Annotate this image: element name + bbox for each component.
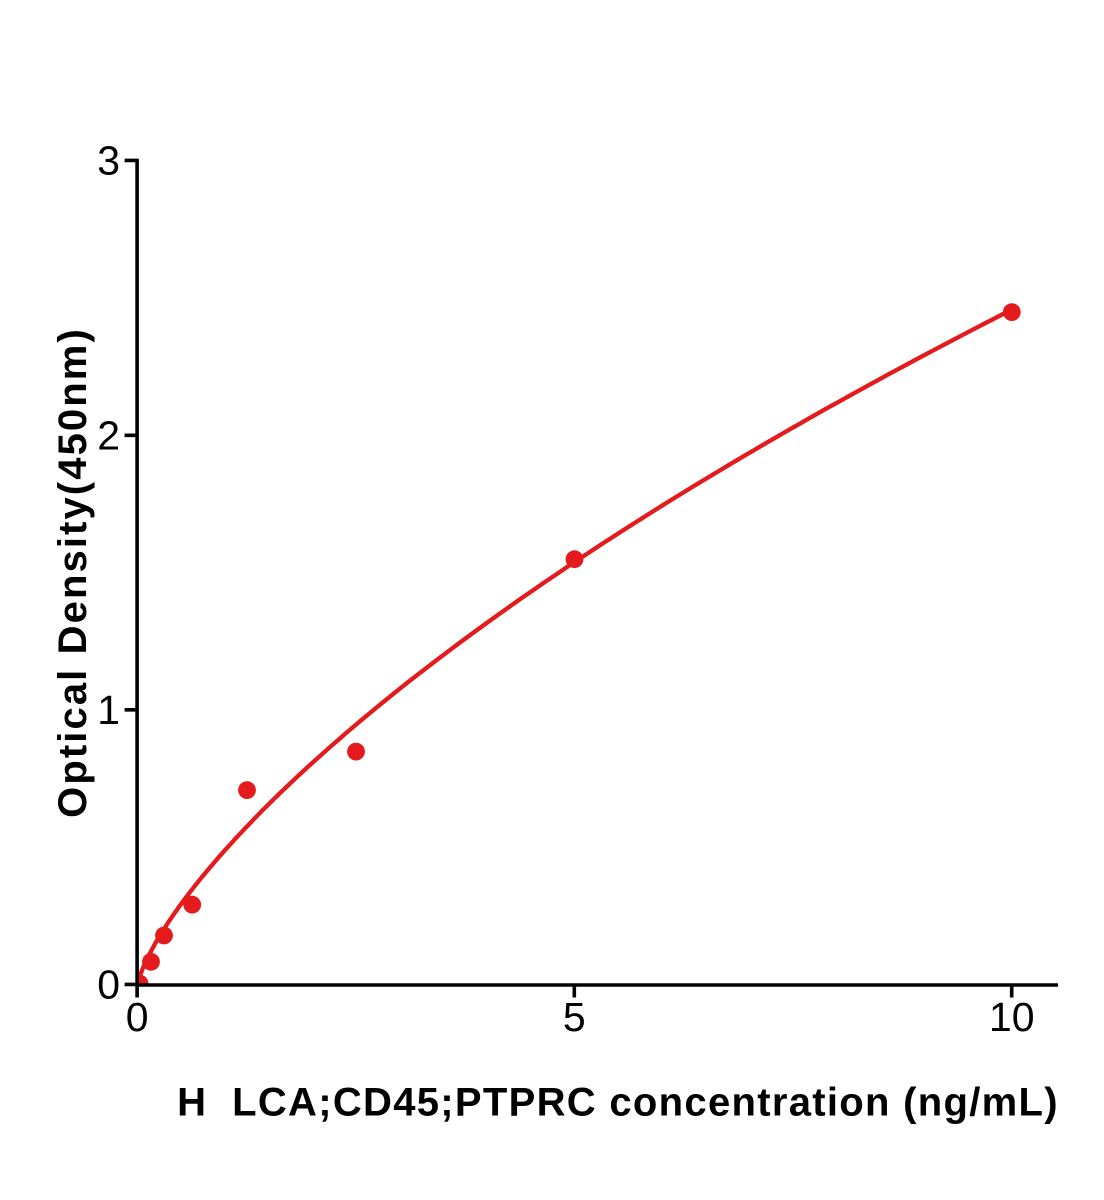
svg-text:10: 10 (989, 994, 1035, 1040)
svg-text:5: 5 (563, 994, 586, 1040)
svg-text:2: 2 (97, 412, 120, 458)
svg-text:3: 3 (97, 138, 120, 184)
svg-text:1: 1 (97, 687, 120, 733)
svg-text:H LCA;CD45;PTPRC concentratio: H LCA;CD45;PTPRC concentration (ng/mL) (177, 1081, 1059, 1125)
svg-text:0: 0 (97, 962, 120, 1008)
svg-text:0: 0 (126, 994, 149, 1040)
svg-text:Optical Density(450nm): Optical Density(450nm) (51, 327, 95, 818)
